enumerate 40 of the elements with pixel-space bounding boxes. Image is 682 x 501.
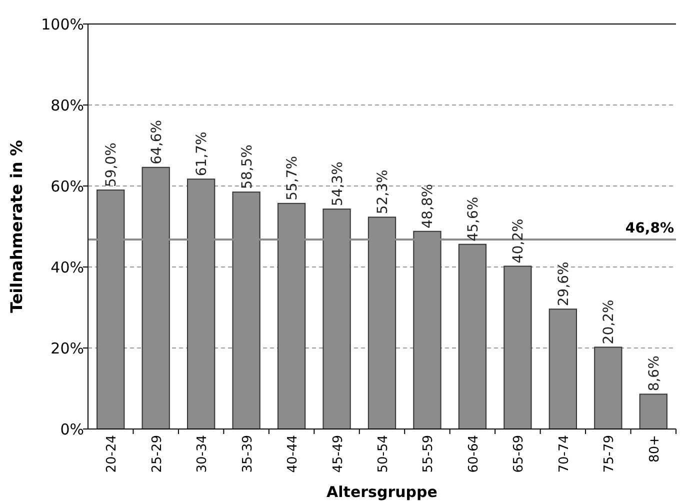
data-label: 52,3% [375,170,391,214]
data-label: 59,0% [104,142,120,188]
data-label: 40,2% [510,218,527,264]
data-label: 20,2% [601,300,618,344]
x-tick-label: 25-29 [150,435,165,473]
x-axis-title: Altersgruppe [326,483,438,501]
x-tick-label: 60-64 [466,435,482,473]
x-tick-label: 75-79 [602,435,618,473]
bar [458,244,487,430]
bar [548,308,577,430]
x-tick-label: 65-69 [512,435,527,473]
x-tick-label: 55-59 [421,435,436,473]
y-tick-label: 20% [50,339,84,358]
x-tick-label: 70-74 [556,435,572,473]
y-tick-label: 40% [50,258,84,276]
x-tick-label: 80+ [647,435,662,462]
data-label: 45,6% [465,196,482,242]
data-label: 29,6% [556,262,572,306]
x-tick-label: 20-24 [104,435,120,473]
x-tick-label: 40-44 [286,435,301,473]
y-axis-title: Teilnahmerate in % [7,140,26,313]
x-tick-label: 50-54 [376,435,391,473]
bar [594,346,622,430]
x-tick-label: 35-39 [240,435,256,473]
data-label: 64,6% [148,120,165,164]
ref-line-label: 46,8% [625,220,674,236]
data-label: 8,6% [646,356,662,392]
y-tick-label: 80% [50,96,84,114]
y-tick-label: 60% [50,177,84,196]
data-label: 55,7% [284,156,301,200]
data-label: 58,5% [239,144,256,190]
x-tick-label: 30-34 [195,435,210,473]
data-label: 61,7% [194,132,210,176]
data-label: 48,8% [420,184,436,228]
data-label: 54,3% [330,162,346,206]
y-tick-label: 0% [60,420,84,438]
bar [639,394,668,430]
y-tick-label: 100% [41,15,84,34]
x-tick-label: 45-49 [330,435,346,473]
bar [504,266,532,430]
